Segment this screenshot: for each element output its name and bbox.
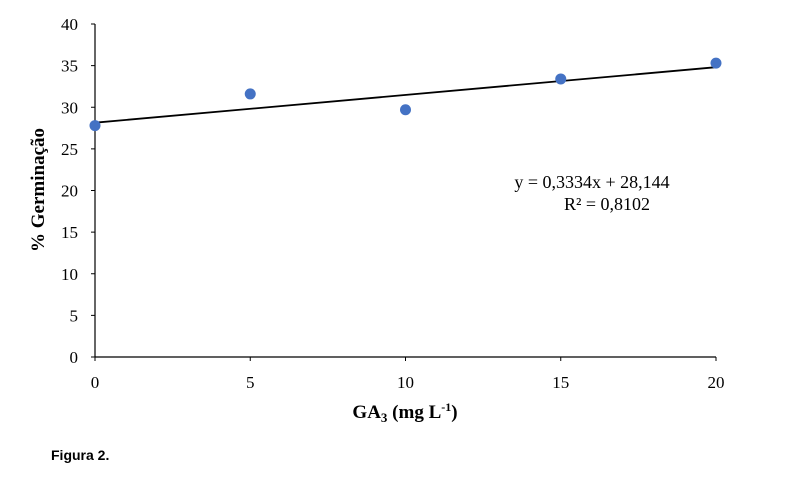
- y-tick-label: 35: [61, 57, 78, 76]
- x-axis-title-unit: (mg L: [387, 402, 441, 423]
- x-tick-label: 0: [91, 373, 100, 392]
- x-tick-label: 20: [708, 373, 725, 392]
- figure-caption: Figura 2.: [51, 447, 110, 463]
- data-point: [400, 104, 411, 116]
- x-tick-label: 10: [397, 373, 414, 392]
- y-tick-label: 10: [61, 265, 78, 284]
- x-tick-label: 5: [246, 373, 255, 392]
- trendline-group: [94, 66, 717, 124]
- trendline-r-squared: R² = 0,8102: [564, 194, 650, 214]
- y-tick-label: 20: [61, 182, 78, 201]
- data-points: [89, 57, 722, 132]
- linear-trendline: [94, 66, 717, 124]
- y-axis-title: % Germinação: [28, 128, 49, 252]
- y-tick-labels: 0 5 10 15 20 25 30 35 40: [61, 15, 95, 367]
- x-axis-title-superscript: -1: [441, 400, 451, 414]
- y-tick-label: 30: [61, 98, 78, 117]
- y-tick-label: 25: [61, 140, 78, 159]
- data-point: [555, 73, 567, 85]
- x-tick-labels: 0 5 10 15 20: [91, 357, 725, 392]
- x-axis-title: GA3 (mg L-1): [352, 400, 457, 425]
- data-point: [710, 57, 722, 69]
- y-tick-label: 40: [61, 15, 78, 34]
- y-tick-label: 0: [70, 348, 79, 367]
- data-point: [244, 88, 256, 100]
- data-point: [89, 120, 101, 132]
- trendline-equation: y = 0,3334x + 28,144: [514, 172, 669, 192]
- x-axis-title-main: GA: [352, 402, 381, 423]
- x-axis-title-subscript: 3: [381, 410, 388, 425]
- x-axis-title-close: ): [451, 402, 457, 423]
- y-tick-label: 15: [61, 223, 78, 242]
- y-tick-label: 5: [70, 306, 79, 325]
- x-tick-label: 15: [552, 373, 569, 392]
